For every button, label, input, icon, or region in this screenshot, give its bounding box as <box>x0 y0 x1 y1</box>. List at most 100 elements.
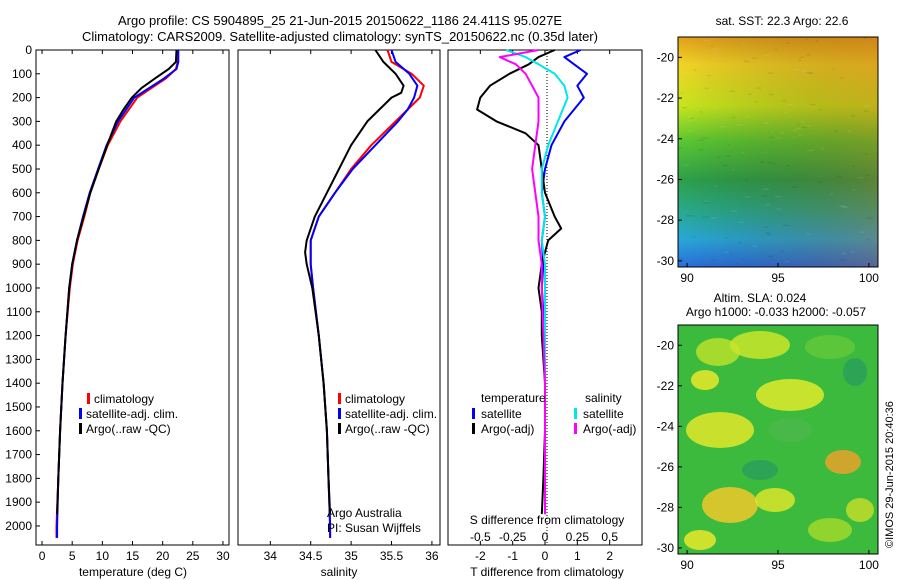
sst-texture-speck <box>866 217 874 219</box>
t-difference-axis-label: T difference from climatology <box>470 565 624 579</box>
y-tick-label: 600 <box>12 186 32 200</box>
legend-swatch-temp-satellite <box>472 408 475 419</box>
sla-anomaly-blob <box>742 460 778 480</box>
sst-texture-speck <box>710 45 714 47</box>
sst-texture-speck <box>711 259 716 262</box>
y-tick-label: 900 <box>12 257 32 271</box>
sst-texture-speck <box>682 71 689 74</box>
sst-texture-speck <box>693 236 696 238</box>
legend-swatch-satellite <box>79 408 82 419</box>
sst-texture-speck <box>864 110 869 112</box>
sla-anomaly-blob <box>730 331 790 359</box>
sst-texture-speck <box>769 136 774 139</box>
sst-texture-speck <box>720 125 726 128</box>
sst-texture-speck <box>753 93 758 95</box>
map-y-tick-label: -30 <box>657 541 675 555</box>
legend-label-sal-satellite: satellite <box>583 407 624 421</box>
sst-texture-speck <box>704 200 709 203</box>
legend-swatch-argo <box>79 423 82 434</box>
sst-texture-speck <box>852 165 855 167</box>
sst-texture-speck <box>819 109 822 111</box>
y-tick-label: 200 <box>12 91 32 105</box>
sst-texture-speck <box>762 188 770 190</box>
sst-texture-speck <box>865 174 870 177</box>
map-y-tick-label: -24 <box>657 132 675 146</box>
y-tick-label: 1500 <box>5 400 32 414</box>
x-tick-label: 35 <box>344 549 358 563</box>
sst-texture-speck <box>851 114 855 117</box>
map-y-tick-label: -24 <box>657 419 675 433</box>
map-x-tick-label: 95 <box>771 271 785 285</box>
sst-texture-speck <box>847 130 852 133</box>
sst-texture-speck <box>737 242 743 244</box>
sst-texture-speck <box>817 181 822 183</box>
sst-texture-speck <box>717 156 721 158</box>
figure-title: Argo profile: CS 5904895_25 21-Jun-2015 … <box>118 13 562 28</box>
sst-texture-speck <box>712 48 720 50</box>
sst-texture-speck <box>731 116 736 119</box>
sst-texture-speck <box>727 144 730 146</box>
legend-swatch-temp-argo <box>472 423 475 434</box>
credit-pi: PI: Susan Wijffels <box>327 521 421 535</box>
legend-label-argo: Argo(..raw -QC) <box>345 422 430 436</box>
sst-texture-speck <box>701 137 709 139</box>
sst-texture-speck <box>730 253 732 255</box>
sst-texture-speck <box>792 129 797 132</box>
map-x-tick-label: 90 <box>680 271 694 285</box>
sst-texture-speck <box>688 120 693 122</box>
legend-label-sal-argo: Argo(-adj) <box>583 422 636 436</box>
y-tick-label: 1900 <box>5 495 32 509</box>
credit-institution: Argo Australia <box>327 506 402 520</box>
sst-texture-speck <box>787 103 794 106</box>
sst-texture-speck <box>707 74 711 77</box>
sst-texture-speck <box>800 120 805 123</box>
y-tick-label: 400 <box>12 138 32 152</box>
sst-texture-speck <box>843 206 849 209</box>
sst-texture-speck <box>792 136 795 139</box>
sst-texture-speck <box>805 125 811 127</box>
map-y-tick-label: -28 <box>657 213 675 227</box>
x-tick-label: 10 <box>96 549 110 563</box>
legend-swatch-argo <box>338 423 341 434</box>
sst-texture-speck <box>710 37 717 40</box>
y-tick-label: 2000 <box>5 519 32 533</box>
sst-texture-speck <box>797 123 800 126</box>
x-tick-label: 2 <box>606 549 613 563</box>
sst-texture-speck <box>738 221 744 224</box>
sst-texture-speck <box>714 105 717 108</box>
sst-texture-speck <box>691 73 695 75</box>
sst-texture-speck <box>687 116 692 118</box>
sst-texture-speck <box>858 231 865 233</box>
sla-anomaly-blob <box>843 358 867 386</box>
sst-texture-speck <box>792 186 797 188</box>
x-tick-label: 15 <box>126 549 140 563</box>
sst-map: sat. SST: 22.3 Argo: 22.6 90 95 100 -20 -22 -… <box>657 14 880 285</box>
sst-texture-speck <box>724 236 729 239</box>
temperature-profile-plot: 0100200300400500600700800900100011001200… <box>5 43 230 579</box>
sst-texture-speck <box>820 148 824 150</box>
sst-texture-speck <box>764 151 767 153</box>
x-tick-label: 34.5 <box>299 549 323 563</box>
sst-texture-speck <box>765 232 770 234</box>
legend-label-satellite: satellite-adj. clim. <box>345 407 437 421</box>
temperature-axis-label: temperature (deg C) <box>79 565 187 579</box>
sst-texture-speck <box>840 205 847 208</box>
salinity-plot-frame <box>237 49 441 546</box>
x-tick-label: 0 <box>39 549 46 563</box>
sst-texture-speck <box>683 164 690 166</box>
legend-label-temp-argo: Argo(-adj) <box>481 422 534 436</box>
sst-texture-speck <box>807 149 814 152</box>
difference-legend: temperature satellite Argo(-adj) salinit… <box>472 391 636 436</box>
map-y-tick-label: -20 <box>657 338 675 352</box>
sst-texture-speck <box>798 59 802 61</box>
sst-texture-speck <box>759 161 766 163</box>
sst-texture-speck <box>730 210 737 212</box>
sst-texture-speck <box>724 251 729 253</box>
map-x-tick-label: 95 <box>771 558 785 572</box>
sst-texture-speck <box>722 164 728 167</box>
x2-tick-label: 0 <box>542 530 549 544</box>
sst-texture-speck <box>801 70 808 72</box>
sst-texture-speck <box>700 111 703 113</box>
sst-texture-speck <box>763 54 771 56</box>
sst-texture-speck <box>735 262 738 265</box>
